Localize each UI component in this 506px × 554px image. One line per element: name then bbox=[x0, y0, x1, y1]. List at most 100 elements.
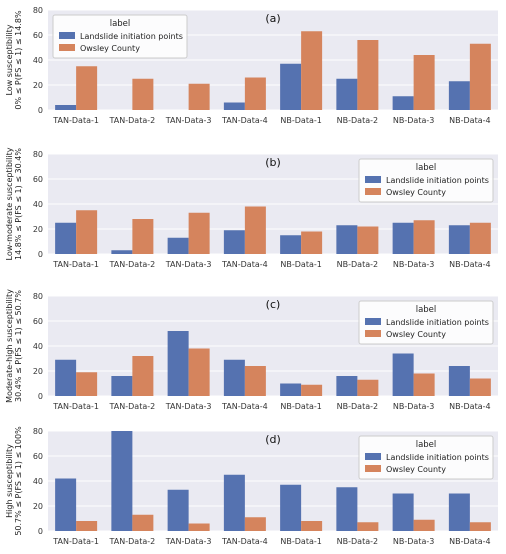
x-tick-label: TAN-Data-2 bbox=[109, 116, 156, 125]
y-tick-label: 80 bbox=[33, 6, 43, 15]
x-tick-label: TAN-Data-4 bbox=[221, 537, 268, 546]
bar bbox=[76, 372, 98, 396]
bar bbox=[223, 102, 245, 110]
x-tick-label: NB-Data-1 bbox=[280, 402, 321, 411]
bar bbox=[167, 331, 189, 396]
y-tick-label: 20 bbox=[33, 502, 43, 511]
panel-4: 0 20 40 60 80 TAN-Data-1 TAN-Data-2 TAN-Data-3 T… bbox=[5, 426, 498, 546]
y-tick-label: 0 bbox=[38, 392, 43, 401]
bar bbox=[280, 383, 302, 396]
legend-swatch bbox=[365, 318, 381, 325]
bar bbox=[392, 353, 414, 396]
legend-title: label bbox=[416, 440, 437, 450]
bar bbox=[188, 83, 210, 110]
x-tick-label: TAN-Data-1 bbox=[52, 260, 99, 269]
bar bbox=[336, 487, 358, 531]
x-tick-label: NB-Data-1 bbox=[280, 537, 321, 546]
bar bbox=[469, 522, 491, 531]
legend: label Landslide initiation points Owsley C… bbox=[358, 435, 494, 480]
bar bbox=[413, 519, 435, 531]
legend: label Landslide initiation points Owsley C… bbox=[358, 158, 494, 203]
legend-entry: Landslide initiation points bbox=[386, 318, 489, 327]
y-tick-label: 0 bbox=[38, 106, 43, 115]
bar bbox=[448, 81, 470, 110]
panel-1: 0 20 40 60 80 TAN-Data-1 TAN-Data-2 TAN-Data-3 T… bbox=[5, 6, 498, 125]
legend-swatch bbox=[59, 32, 75, 39]
legend-swatch bbox=[365, 176, 381, 183]
y-tick-label: 80 bbox=[33, 292, 43, 301]
bar bbox=[132, 219, 154, 254]
x-tick-label: TAN-Data-4 bbox=[221, 402, 268, 411]
bar bbox=[336, 225, 358, 254]
x-tick-label: TAN-Data-2 bbox=[109, 260, 156, 269]
legend-swatch bbox=[365, 330, 381, 337]
legend-entry: Owsley County bbox=[386, 188, 446, 197]
bar bbox=[55, 478, 77, 531]
bar bbox=[55, 105, 77, 110]
bar bbox=[336, 78, 358, 110]
bar bbox=[280, 235, 302, 254]
legend: label Landslide initiation points Owsley C… bbox=[52, 14, 188, 59]
y-axis-label: Low susceptibility bbox=[5, 24, 14, 95]
bar bbox=[448, 366, 470, 396]
bar bbox=[413, 373, 435, 396]
x-tick-label: TAN-Data-4 bbox=[221, 260, 268, 269]
legend-title: label bbox=[416, 163, 437, 173]
bar bbox=[132, 514, 154, 531]
bar bbox=[448, 225, 470, 254]
y-axis-label: High susceptibility bbox=[5, 444, 14, 518]
bar bbox=[301, 384, 323, 396]
legend-entry: Landslide initiation points bbox=[386, 176, 489, 185]
legend-swatch bbox=[365, 465, 381, 472]
legend-entry: Landslide initiation points bbox=[386, 453, 489, 462]
bar bbox=[469, 378, 491, 396]
y-tick-label: 80 bbox=[33, 150, 43, 159]
x-tick-label: TAN-Data-3 bbox=[165, 402, 212, 411]
x-tick-label: TAN-Data-2 bbox=[109, 402, 156, 411]
y-tick-label: 60 bbox=[33, 31, 43, 40]
x-tick-label: NB-Data-4 bbox=[449, 402, 490, 411]
bar bbox=[244, 517, 266, 531]
x-tick-label: TAN-Data-3 bbox=[165, 537, 212, 546]
x-tick-label: TAN-Data-2 bbox=[109, 537, 156, 546]
legend-box bbox=[358, 435, 494, 480]
bar bbox=[357, 226, 379, 254]
panel-2: 0 20 40 60 80 TAN-Data-1 TAN-Data-2 TAN-Data-3 T… bbox=[5, 147, 498, 269]
y-tick-label: 60 bbox=[33, 452, 43, 461]
y-axis-label: 14.8% ≤ P(FS ≤ 1) ≤ 30.4% bbox=[14, 148, 23, 260]
legend: label Landslide initiation points Owsley C… bbox=[358, 300, 494, 345]
y-tick-label: 40 bbox=[33, 342, 43, 351]
x-tick-label: TAN-Data-3 bbox=[165, 260, 212, 269]
bar bbox=[188, 523, 210, 531]
bar bbox=[469, 43, 491, 110]
bar bbox=[392, 96, 414, 110]
legend-swatch bbox=[365, 188, 381, 195]
x-tick-label: TAN-Data-4 bbox=[221, 116, 268, 125]
panel-label: (b) bbox=[265, 156, 281, 169]
bar bbox=[223, 230, 245, 254]
bar bbox=[301, 231, 323, 254]
bar bbox=[111, 431, 133, 531]
bar bbox=[111, 250, 133, 254]
bar bbox=[244, 77, 266, 110]
legend-box bbox=[358, 300, 494, 345]
bar bbox=[76, 210, 98, 254]
bar bbox=[167, 489, 189, 531]
panel-label: (c) bbox=[266, 298, 281, 311]
bar bbox=[357, 379, 379, 396]
y-tick-label: 80 bbox=[33, 427, 43, 436]
bar bbox=[111, 376, 133, 396]
legend-entry: Landslide initiation points bbox=[80, 32, 183, 41]
x-tick-label: NB-Data-1 bbox=[280, 260, 321, 269]
x-tick-label: NB-Data-2 bbox=[337, 537, 378, 546]
x-tick-label: NB-Data-2 bbox=[337, 116, 378, 125]
panel-label: (a) bbox=[265, 12, 280, 25]
bar bbox=[76, 66, 98, 110]
bar bbox=[301, 521, 323, 531]
x-tick-label: TAN-Data-1 bbox=[52, 537, 99, 546]
bar bbox=[167, 237, 189, 254]
x-tick-label: TAN-Data-1 bbox=[52, 402, 99, 411]
bar bbox=[392, 493, 414, 531]
